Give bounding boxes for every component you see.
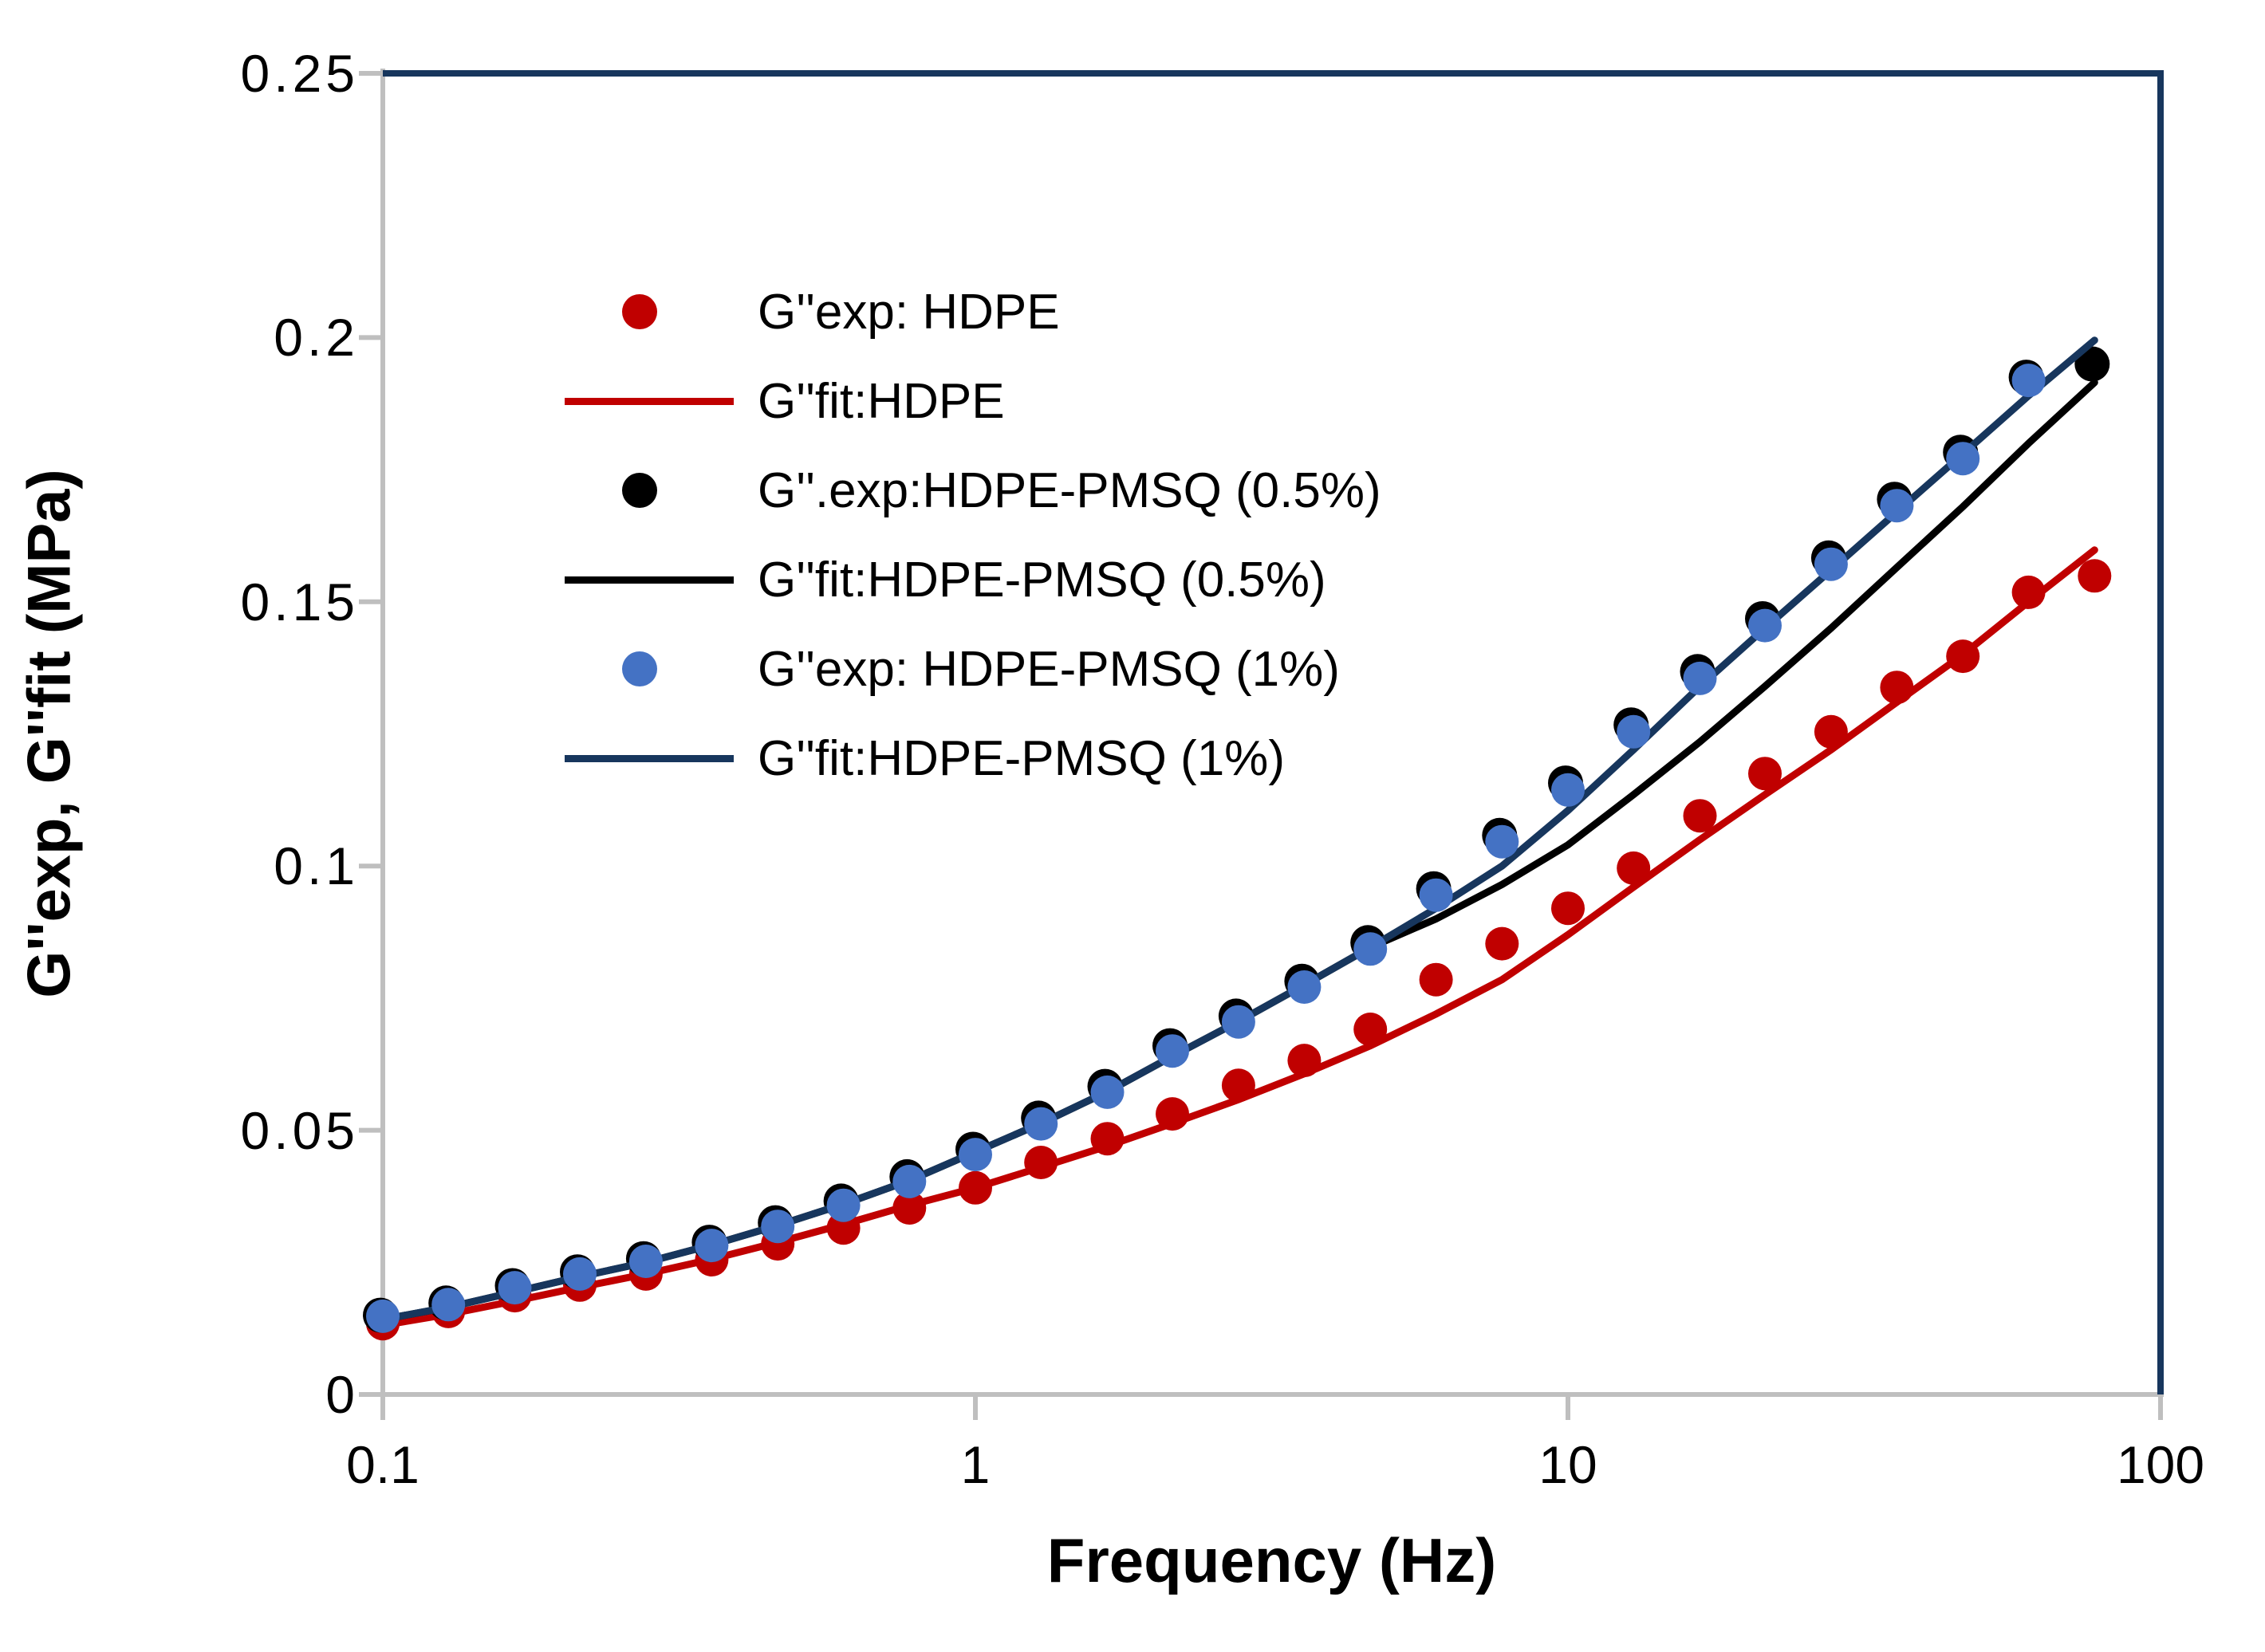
y-tick-label: 0.15 — [240, 572, 359, 631]
legend-line-marker — [558, 397, 758, 405]
data-point — [1287, 970, 1322, 1004]
x-tick-label: 0.1 — [346, 1435, 420, 1494]
line-swatch-icon — [565, 397, 734, 405]
scatter-series-4 — [366, 364, 2046, 1333]
legend-label: G''.exp:HDPE-PMSQ (0.5%) — [758, 462, 1381, 518]
data-point — [959, 1138, 992, 1172]
dot-swatch-icon — [622, 651, 657, 686]
data-point — [1419, 962, 1453, 997]
x-tick-label: 10 — [1538, 1435, 1597, 1494]
legend-line-marker — [558, 576, 758, 584]
data-point — [1683, 799, 1717, 833]
data-point — [1551, 773, 1585, 807]
legend-item-2: G''.exp:HDPE-PMSQ (0.5%) — [558, 446, 1381, 534]
y-tick-label: 0.25 — [240, 44, 359, 103]
data-point — [1353, 932, 1388, 966]
legend-item-1: G''fit:HDPE — [558, 357, 1005, 445]
legend-item-0: G''exp: HDPE — [558, 268, 1060, 356]
x-tick-label: 100 — [2116, 1435, 2205, 1494]
y-axis-title: G''exp, G''fit (MPa) — [15, 469, 84, 998]
data-point — [1617, 714, 1651, 749]
data-point — [628, 1245, 663, 1278]
legend-item-5: G''fit:HDPE-PMSQ (1%) — [558, 714, 1285, 802]
legend-item-4: G''exp: HDPE-PMSQ (1%) — [558, 625, 1340, 713]
data-point — [1880, 489, 1914, 523]
fit-line-series-1 — [379, 546, 2098, 1329]
data-point — [1683, 661, 1717, 695]
data-point — [2074, 346, 2110, 382]
data-point — [892, 1164, 927, 1198]
data-point — [1485, 824, 1519, 859]
data-point — [2011, 364, 2046, 398]
line-swatch-icon — [565, 576, 734, 584]
data-point — [1551, 891, 1585, 926]
data-point — [1353, 1013, 1388, 1046]
legend-dot-marker — [558, 294, 758, 329]
data-point — [1748, 757, 1782, 791]
y-tick-label: 0.2 — [274, 308, 359, 368]
x-tick-label: 1 — [960, 1435, 991, 1494]
data-point — [1419, 878, 1453, 912]
data-point — [761, 1210, 795, 1244]
legend-label: G''fit:HDPE-PMSQ (0.5%) — [758, 552, 1326, 608]
x-axis-title: Frequency (Hz) — [1046, 1525, 1497, 1595]
y-tick-label: 0.05 — [240, 1100, 359, 1160]
legend-dot-marker — [558, 473, 758, 508]
data-point — [563, 1257, 597, 1291]
dot-swatch-icon — [622, 473, 657, 508]
data-point — [1946, 442, 1980, 476]
data-point — [431, 1288, 466, 1322]
legend-label: G''fit:HDPE-PMSQ (1%) — [758, 730, 1285, 786]
data-point — [1090, 1075, 1125, 1109]
data-point — [1221, 1005, 1255, 1039]
data-point — [826, 1188, 861, 1222]
data-point — [1024, 1107, 1058, 1141]
data-point — [498, 1271, 532, 1305]
data-point — [1814, 547, 1848, 581]
legend-line-marker — [558, 754, 758, 762]
data-point — [2078, 559, 2112, 593]
line-swatch-icon — [565, 754, 734, 762]
data-point — [366, 1299, 400, 1333]
data-point — [2011, 575, 2046, 609]
legend-label: G''exp: HDPE-PMSQ (1%) — [758, 641, 1340, 697]
y-tick-label: 0 — [325, 1365, 359, 1424]
data-point — [1156, 1034, 1189, 1068]
data-point — [1485, 926, 1519, 961]
y-tick-label: 0.1 — [274, 836, 359, 896]
legend-label: G''fit:HDPE — [758, 373, 1005, 429]
legend-item-3: G''fit:HDPE-PMSQ (0.5%) — [558, 536, 1326, 623]
legend-dot-marker — [558, 651, 758, 686]
data-point — [695, 1229, 729, 1263]
data-point — [1748, 608, 1782, 643]
legend-label: G''exp: HDPE — [758, 284, 1060, 340]
dot-swatch-icon — [622, 294, 657, 329]
data-point — [1617, 851, 1651, 885]
